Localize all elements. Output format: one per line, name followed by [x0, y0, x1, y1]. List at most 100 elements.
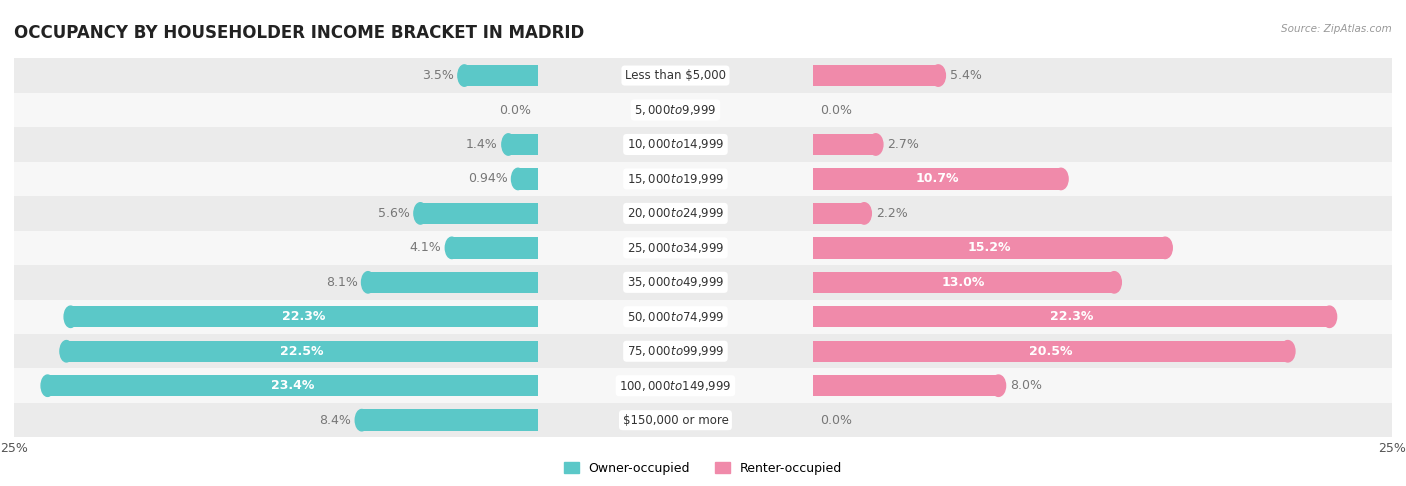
Bar	[0, 58, 1406, 93]
Text: $20,000 to $24,999: $20,000 to $24,999	[627, 207, 724, 220]
Bar	[0, 93, 1406, 127]
Bar	[0, 162, 1406, 196]
Bar	[531, 341, 537, 362]
Circle shape	[413, 203, 427, 224]
Bar	[531, 375, 537, 397]
Bar	[0, 368, 1406, 403]
Circle shape	[458, 65, 471, 86]
Circle shape	[356, 410, 368, 431]
Bar	[813, 203, 865, 224]
Text: 8.1%: 8.1%	[326, 276, 357, 289]
Text: 23.4%: 23.4%	[271, 379, 315, 392]
Bar	[0, 403, 1406, 437]
Bar	[0, 299, 1406, 334]
Bar	[0, 334, 1406, 368]
Text: Source: ZipAtlas.com: Source: ZipAtlas.com	[1281, 24, 1392, 35]
Text: $25,000 to $34,999: $25,000 to $34,999	[627, 241, 724, 255]
Bar	[0, 299, 1406, 334]
Text: 8.0%: 8.0%	[1010, 379, 1042, 392]
Bar	[813, 306, 1330, 328]
Bar	[813, 65, 938, 86]
Bar	[0, 231, 1406, 265]
Text: Less than $5,000: Less than $5,000	[624, 69, 725, 82]
Circle shape	[1281, 341, 1295, 362]
Text: 8.4%: 8.4%	[319, 414, 352, 427]
Text: 0.0%: 0.0%	[820, 104, 852, 117]
Bar	[0, 196, 1406, 231]
Text: 0.0%: 0.0%	[820, 414, 852, 427]
Circle shape	[65, 306, 77, 328]
Bar	[0, 334, 1406, 368]
Text: 2.7%: 2.7%	[887, 138, 920, 151]
Bar	[0, 334, 1406, 368]
Circle shape	[361, 272, 374, 293]
Bar	[0, 93, 1406, 127]
Bar	[0, 231, 1406, 265]
Bar	[0, 127, 1406, 162]
Circle shape	[1107, 272, 1122, 293]
Bar	[813, 272, 1114, 293]
Bar	[813, 237, 821, 259]
Bar	[66, 341, 537, 362]
Bar	[0, 403, 1406, 437]
Text: $150,000 or more: $150,000 or more	[623, 414, 728, 427]
Circle shape	[931, 65, 945, 86]
Text: 4.1%: 4.1%	[409, 242, 441, 254]
Bar	[813, 134, 821, 155]
Bar	[531, 410, 537, 431]
Bar	[0, 265, 1406, 299]
Bar	[813, 134, 876, 155]
Bar	[0, 265, 1406, 299]
Circle shape	[1322, 306, 1337, 328]
Circle shape	[502, 134, 515, 155]
Bar	[531, 306, 537, 328]
Bar	[0, 196, 1406, 231]
Bar	[813, 272, 821, 293]
Text: 2.2%: 2.2%	[876, 207, 907, 220]
Bar	[0, 231, 1406, 265]
Bar	[813, 168, 821, 190]
Bar	[813, 341, 821, 362]
Text: $100,000 to $149,999: $100,000 to $149,999	[619, 379, 731, 393]
Text: 13.0%: 13.0%	[942, 276, 986, 289]
Circle shape	[41, 375, 53, 397]
Legend: Owner-occupied, Renter-occupied: Owner-occupied, Renter-occupied	[558, 457, 848, 480]
Bar	[0, 403, 1406, 437]
Bar	[0, 265, 1406, 299]
Bar	[0, 162, 1406, 196]
Bar	[70, 306, 537, 328]
Text: 15.2%: 15.2%	[967, 242, 1011, 254]
Circle shape	[858, 203, 872, 224]
Circle shape	[869, 134, 883, 155]
Text: $10,000 to $14,999: $10,000 to $14,999	[627, 138, 724, 152]
Bar	[813, 203, 821, 224]
Circle shape	[1053, 168, 1069, 190]
Text: 22.3%: 22.3%	[1050, 310, 1092, 323]
Circle shape	[60, 341, 73, 362]
Bar	[0, 299, 1406, 334]
Bar	[813, 237, 1166, 259]
Text: $75,000 to $99,999: $75,000 to $99,999	[627, 344, 724, 358]
Text: 22.3%: 22.3%	[283, 310, 326, 323]
Bar	[420, 203, 537, 224]
Bar	[517, 168, 537, 190]
Bar	[0, 368, 1406, 403]
Text: 1.4%: 1.4%	[467, 138, 498, 151]
Bar	[813, 65, 821, 86]
Circle shape	[446, 237, 458, 259]
Text: 22.5%: 22.5%	[280, 345, 323, 358]
Text: 10.7%: 10.7%	[915, 173, 959, 186]
Text: 5.4%: 5.4%	[950, 69, 981, 82]
Bar	[0, 196, 1406, 231]
Bar	[48, 375, 537, 397]
Bar	[531, 168, 537, 190]
Bar	[0, 162, 1406, 196]
Circle shape	[991, 375, 1005, 397]
Bar	[531, 272, 537, 293]
Bar	[0, 93, 1406, 127]
Text: OCCUPANCY BY HOUSEHOLDER INCOME BRACKET IN MADRID: OCCUPANCY BY HOUSEHOLDER INCOME BRACKET …	[14, 24, 585, 42]
Text: 3.5%: 3.5%	[422, 69, 454, 82]
Circle shape	[1159, 237, 1173, 259]
Bar	[813, 341, 1288, 362]
Bar	[368, 272, 537, 293]
